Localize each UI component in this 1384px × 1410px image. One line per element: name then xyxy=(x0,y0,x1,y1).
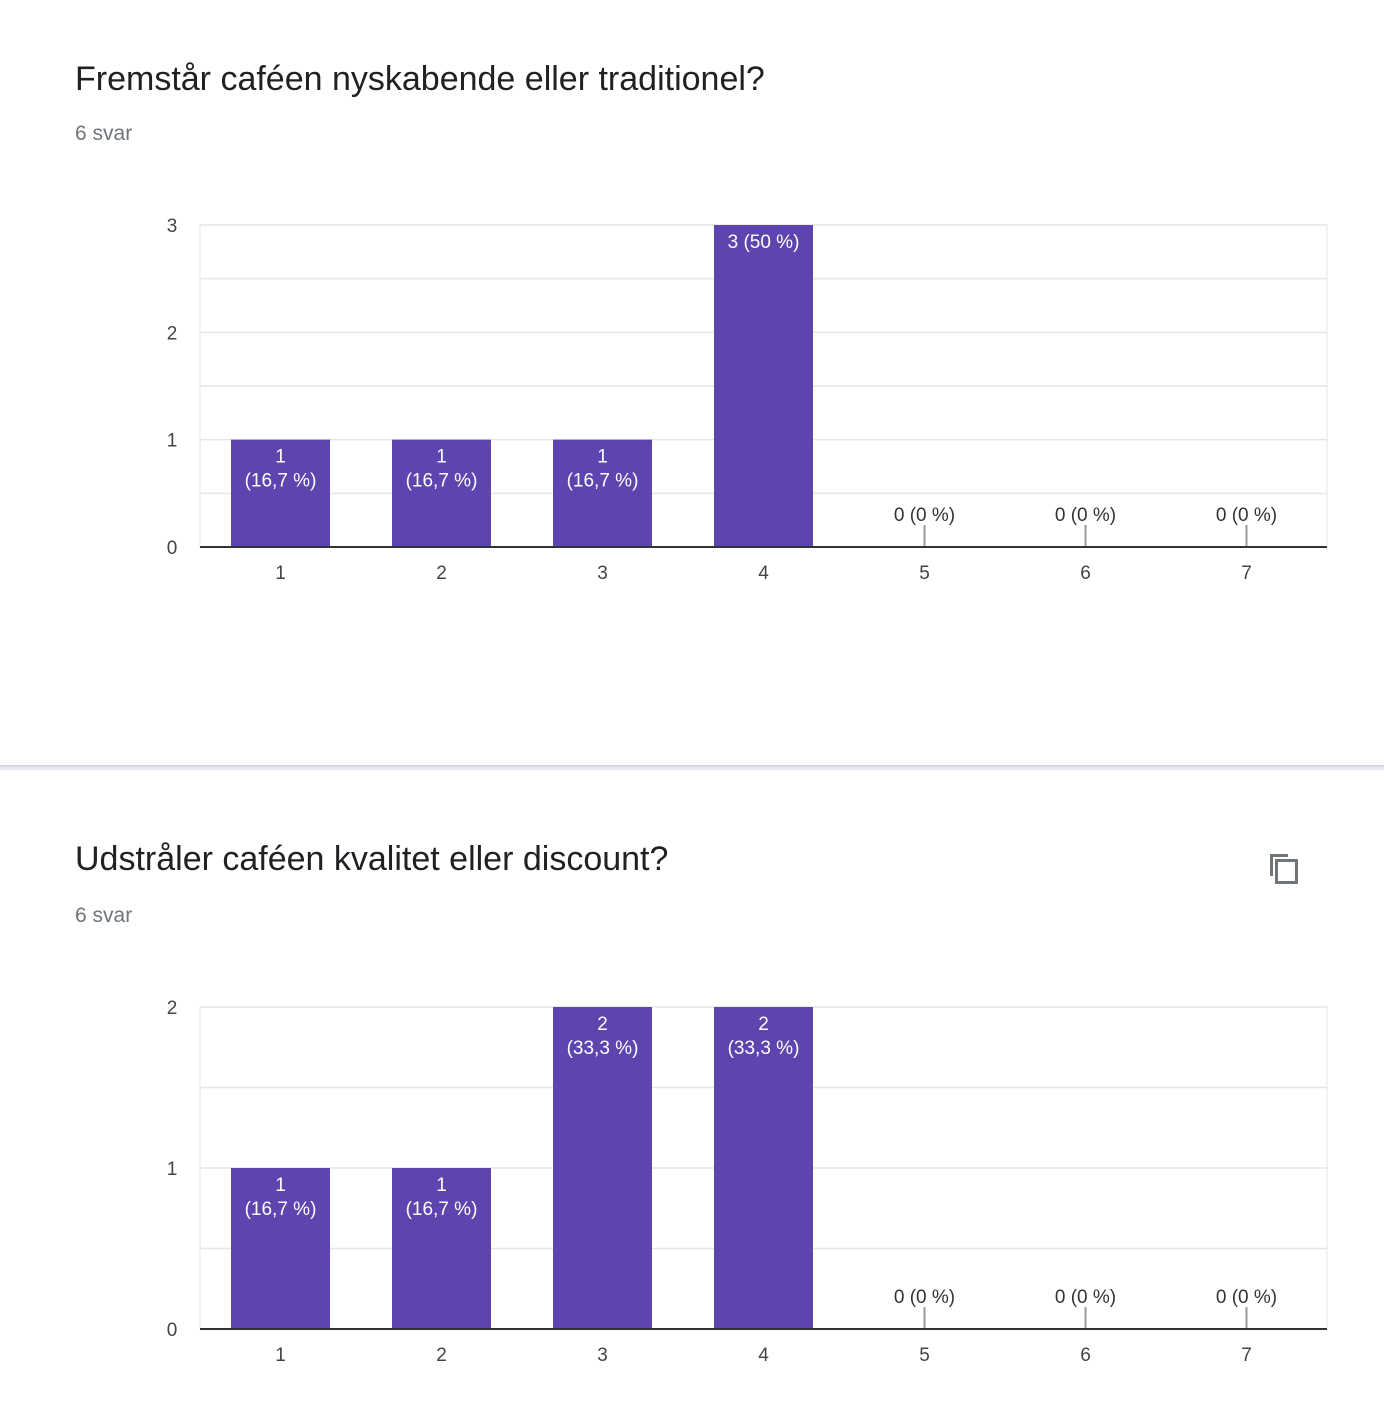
data-label: 0 (0 %) xyxy=(1216,505,1277,526)
data-label: 2 (33,3 %) xyxy=(728,1014,800,1059)
x-tick-label: 7 xyxy=(1241,1345,1252,1366)
data-label: 0 (0 %) xyxy=(894,505,955,526)
y-tick-label: 1 xyxy=(167,431,178,452)
bar xyxy=(553,1007,652,1329)
x-tick-label: 1 xyxy=(275,1345,286,1366)
x-tick-label: 6 xyxy=(1080,1345,1091,1366)
data-label: 0 (0 %) xyxy=(1055,505,1116,526)
y-tick-label: 2 xyxy=(167,323,178,344)
bar xyxy=(553,439,652,547)
x-tick-label: 3 xyxy=(597,1345,608,1366)
data-label: 2 (33,3 %) xyxy=(567,1014,639,1059)
data-label: 1 (16,7 %) xyxy=(406,1175,478,1220)
bar xyxy=(714,225,813,547)
bar-chart: 0 1 2 3 1 (16,7 %) 1 1 (16,7 %) 2 1 (16,7 %) 3 3 (50 … xyxy=(167,216,1328,584)
data-label: 1 (16,7 %) xyxy=(245,1175,317,1220)
data-label: 0 (0 %) xyxy=(894,1287,955,1308)
x-tick-label: 7 xyxy=(1241,563,1252,584)
y-tick-label: 3 xyxy=(167,216,178,237)
question-title: Udstråler caféen kvalitet eller discount… xyxy=(75,840,669,878)
x-tick-label: 5 xyxy=(919,1345,930,1366)
x-tick-label: 2 xyxy=(436,1345,447,1366)
question-title: Fremstår caféen nyskabende eller traditi… xyxy=(75,60,765,98)
x-tick-label: 2 xyxy=(436,563,447,584)
data-label: 1 (16,7 %) xyxy=(245,447,317,492)
response-count: 6 svar xyxy=(75,904,133,927)
x-tick-label: 5 xyxy=(919,563,930,584)
data-label: 3 (50 %) xyxy=(728,232,800,253)
y-tick-label: 0 xyxy=(167,1320,178,1341)
y-tick-label: 1 xyxy=(167,1159,178,1180)
x-tick-label: 6 xyxy=(1080,563,1091,584)
copy-icon[interactable] xyxy=(1262,846,1306,890)
data-label: 1 (16,7 %) xyxy=(406,447,478,492)
x-tick-label: 4 xyxy=(758,1345,769,1366)
bar xyxy=(392,1168,491,1329)
y-tick-label: 2 xyxy=(167,998,178,1019)
bar xyxy=(231,1168,330,1329)
question-card: Udstråler caféen kvalitet eller discount… xyxy=(0,770,1384,1410)
x-tick-label: 3 xyxy=(597,563,608,584)
y-tick-label: 0 xyxy=(167,538,178,559)
x-tick-label: 4 xyxy=(758,563,769,584)
data-label: 1 (16,7 %) xyxy=(567,447,639,492)
data-label: 0 (0 %) xyxy=(1055,1287,1116,1308)
bar xyxy=(392,439,491,547)
x-tick-label: 1 xyxy=(275,563,286,584)
bar xyxy=(714,1007,813,1329)
question-card: Fremstår caféen nyskabende eller traditi… xyxy=(0,0,1384,765)
data-label: 0 (0 %) xyxy=(1216,1287,1277,1308)
bar xyxy=(231,439,330,547)
bar-chart: 0 1 2 1 (16,7 %) 1 1 (16,7 %) 2 2 (33,3 %) 3 2 (33,3 … xyxy=(167,998,1328,1366)
response-count: 6 svar xyxy=(75,122,133,145)
